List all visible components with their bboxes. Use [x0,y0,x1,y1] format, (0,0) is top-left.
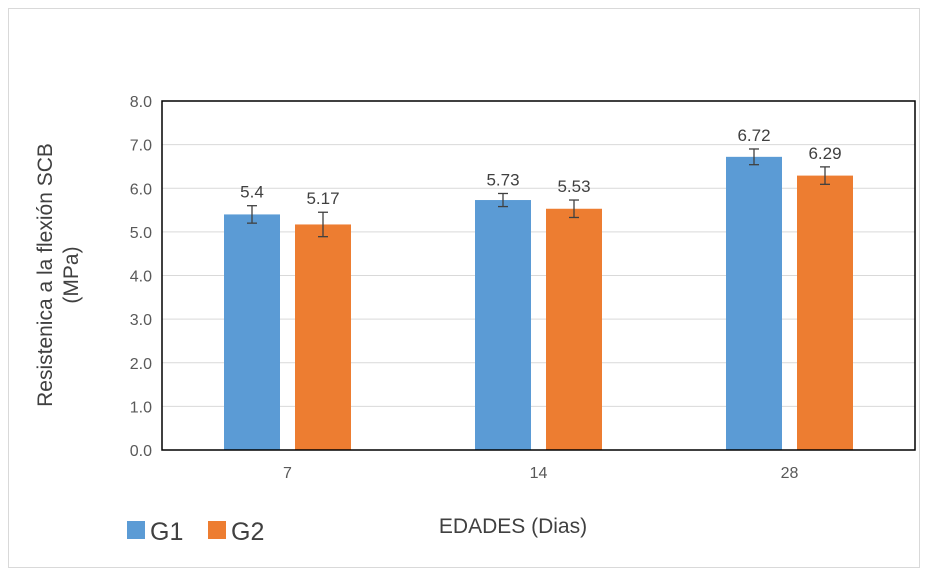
error-bar [498,192,508,208]
data-labels: 5.4 5.17 5.73 5.53 6.72 6.29 [240,126,841,208]
x-axis-title: EDADES (Dias) [439,515,587,538]
bars [224,156,853,450]
bar-g2 [797,175,853,450]
legend-label-g2: G2 [231,518,264,546]
data-label: 5.17 [306,189,339,208]
plot-area-border [161,100,916,451]
y-tick-label: 6.0 [130,181,152,198]
error-bar [569,199,579,219]
x-tick-labels: 7 14 28 [283,465,798,482]
y-tick-label: 8.0 [130,94,152,111]
data-label: 6.29 [808,144,841,163]
legend-swatch-g2 [208,521,226,539]
y-tick-label: 7.0 [130,138,152,155]
bar-g1 [224,214,280,450]
legend-label-g1: G1 [150,518,183,546]
error-bar [820,166,830,185]
bar-g1 [475,200,531,450]
error-bar [318,211,328,238]
legend: G1 G2 [127,518,264,546]
error-bars [247,148,830,238]
bar-g2 [546,208,602,450]
y-tick-label: 1.0 [130,399,152,416]
error-bar [749,148,759,166]
y-tick-label: 5.0 [130,225,152,242]
bar-g1 [726,156,782,450]
y-axis-title-line1: Resistenica a la flexión SCB [34,143,57,407]
legend-swatch-g1 [127,521,145,539]
y-tick-label: 0.0 [130,443,152,460]
y-tick-label: 4.0 [130,269,152,286]
error-bar [247,205,257,224]
y-tick-labels: 0.0 1.0 2.0 3.0 4.0 5.0 6.0 7.0 8.0 [130,94,152,460]
y-tick-label: 3.0 [130,312,152,329]
y-tick-label: 2.0 [130,356,152,373]
y-axis-title-line2: (MPa) [60,246,83,303]
bar-chart: 5.4 5.17 5.73 5.53 6.72 6.29 0.0 1.0 2.0 3.0 4.0 5… [34,94,916,546]
data-label: 5.4 [240,183,264,202]
data-label: 5.73 [486,170,519,189]
x-tick-label: 7 [283,465,292,482]
data-label: 6.72 [737,126,770,145]
x-tick-label: 14 [530,465,548,482]
x-tick-label: 28 [781,465,799,482]
data-label: 5.53 [557,177,590,196]
bar-g2 [295,224,351,450]
